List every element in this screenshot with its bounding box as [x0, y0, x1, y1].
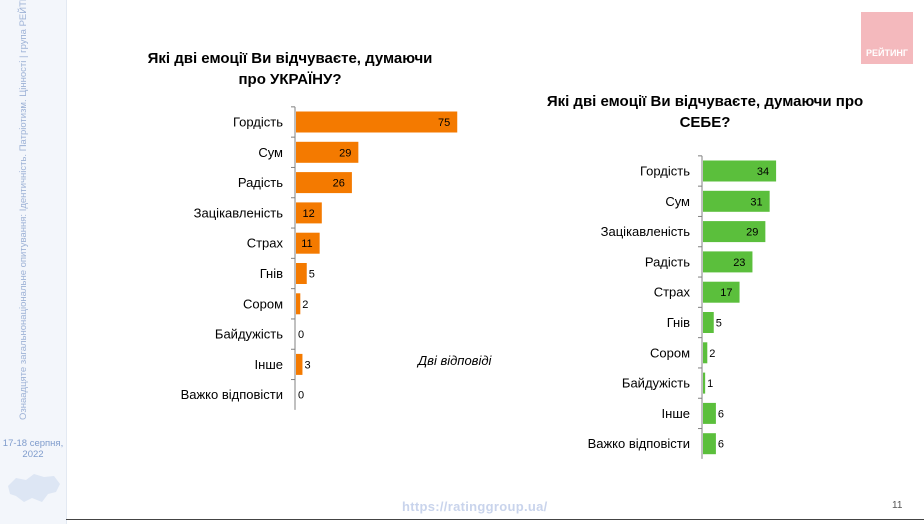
ukraine-value-label: 0 — [298, 390, 304, 402]
self-value-label: 29 — [746, 227, 758, 239]
ukraine-value-label: 11 — [301, 238, 312, 250]
sidebar: Ознаадцяте загальнонаціональне опитуванн… — [0, 0, 67, 524]
page-number: 11 — [892, 500, 903, 511]
self-bar — [703, 251, 753, 273]
ukraine-category-label: Інше — [255, 357, 283, 372]
self-value-label: 2 — [709, 348, 715, 360]
self-value-label: 6 — [718, 408, 724, 420]
ukraine-category-label: Радість — [238, 175, 283, 190]
self-category-label: Гордість — [640, 164, 690, 179]
self-bar — [703, 402, 716, 424]
ukraine-bar — [296, 263, 307, 284]
self-category-label: Інше — [662, 406, 690, 421]
ukraine-category-label: Страх — [247, 236, 284, 251]
ukraine-map-icon — [8, 474, 60, 502]
ukraine-value-label: 26 — [333, 178, 345, 190]
ukraine-category-label: Сум — [258, 145, 283, 160]
survey-date: 17-18 серпня, 2022 — [2, 438, 64, 460]
ukraine-bar — [296, 111, 458, 133]
ukraine-category-label: Гордість — [233, 115, 283, 130]
ukraine-value-label: 5 — [309, 269, 315, 281]
chart-title-self: Які дві емоції Ви відчуваєте, думаючи пр… — [546, 93, 864, 131]
self-value-label: 31 — [750, 196, 762, 208]
ukraine-value-label: 12 — [303, 208, 315, 220]
self-category-label: Байдужість — [622, 376, 690, 391]
ukraine-value-label: 3 — [304, 359, 310, 371]
ukraine-value-label: 29 — [339, 147, 351, 159]
ukraine-bar — [296, 141, 359, 163]
self-value-label: 23 — [733, 257, 745, 269]
self-bar — [703, 190, 770, 212]
self-bar — [703, 160, 777, 182]
ukraine-category-label: Гнів — [260, 266, 283, 281]
ukraine-value-label: 75 — [438, 117, 450, 129]
website-link[interactable]: https://ratinggroup.ua/ — [402, 499, 548, 514]
ukraine-bar — [296, 172, 352, 194]
self-value-label: 17 — [720, 287, 732, 299]
ukraine-value-label: 0 — [298, 329, 304, 341]
self-value-label: 34 — [757, 166, 769, 178]
self-bar — [703, 372, 706, 394]
self-bar — [703, 433, 716, 455]
self-value-label: 6 — [718, 439, 724, 451]
ukraine-value-label: 2 — [302, 299, 308, 311]
self-bar — [703, 221, 766, 243]
ukraine-category-label: Байдужість — [215, 327, 283, 342]
two-answers-note: Дві відповіді — [418, 353, 492, 368]
self-bar — [703, 312, 714, 333]
self-value-label: 5 — [716, 318, 722, 330]
ukraine-bar — [296, 202, 322, 224]
self-category-label: Сором — [650, 345, 690, 360]
chart-title-ukraine: Які дві емоції Ви відчуваєте, думаючи пр… — [147, 50, 433, 88]
self-bar — [703, 281, 740, 303]
self-category-label: Важко відповісти — [588, 436, 690, 451]
self-category-label: Гнів — [667, 315, 690, 330]
self-bar — [703, 342, 708, 364]
self-value-label: 1 — [707, 378, 713, 390]
ukraine-bar — [296, 232, 320, 254]
self-category-label: Страх — [654, 285, 691, 300]
ukraine-category-label: Зацікавленість — [194, 205, 284, 220]
ukraine-category-label: Сором — [243, 296, 283, 311]
self-category-label: Радість — [645, 254, 690, 269]
ukraine-bar — [296, 293, 301, 315]
self-category-label: Зацікавленість — [601, 224, 691, 239]
footer-divider — [66, 519, 924, 520]
ukraine-bar — [296, 353, 303, 375]
ukraine-category-label: Важко відповісти — [181, 387, 283, 402]
rating-logo: РЕЙТИНГ — [861, 12, 913, 64]
self-category-label: Сум — [665, 194, 690, 209]
